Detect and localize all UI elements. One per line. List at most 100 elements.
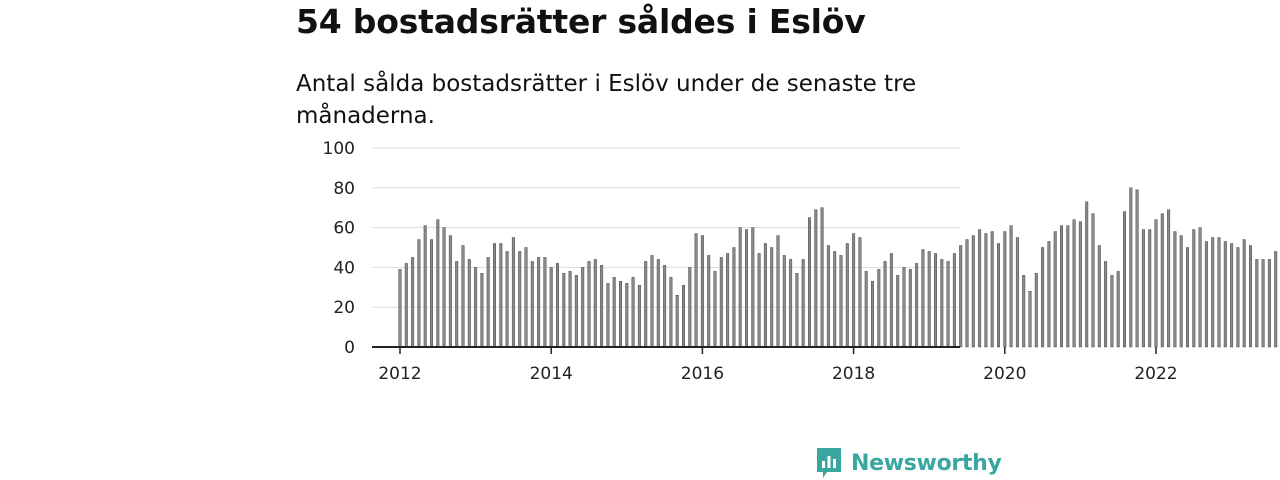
x-axis-ticks: 20122014201620182020202220242026 — [378, 347, 1178, 384]
bar — [499, 243, 503, 348]
bar — [574, 275, 578, 348]
bar — [845, 243, 849, 348]
bar — [398, 269, 402, 348]
bar — [732, 247, 736, 348]
bar — [839, 255, 843, 348]
bar — [1274, 251, 1278, 348]
bar — [883, 261, 887, 348]
page-title: 54 bostadsrätter såldes i Eslöv — [296, 2, 866, 41]
bar — [826, 245, 830, 348]
bar — [467, 259, 471, 348]
bar — [1217, 237, 1221, 348]
bar — [581, 267, 585, 348]
bar — [1015, 237, 1019, 348]
bar — [965, 239, 969, 348]
bar — [1236, 247, 1240, 348]
bar — [700, 235, 704, 348]
bar — [808, 217, 811, 348]
bar — [493, 243, 496, 348]
bar — [1167, 209, 1171, 348]
bar — [1242, 239, 1246, 348]
bar — [1028, 291, 1032, 348]
bar — [568, 271, 572, 348]
bar — [1041, 247, 1045, 348]
bar — [877, 269, 881, 348]
bar — [795, 273, 799, 348]
bar — [625, 283, 629, 348]
bar — [776, 235, 780, 348]
x-tick-label: 2022 — [1134, 364, 1177, 384]
bar — [556, 263, 559, 348]
bar — [801, 259, 805, 348]
bar — [694, 233, 698, 348]
bar — [1249, 245, 1252, 348]
bar — [612, 277, 616, 348]
bar — [543, 257, 547, 348]
bar — [1261, 259, 1265, 348]
bar — [1135, 189, 1139, 348]
bar — [738, 227, 742, 348]
bar — [1192, 229, 1196, 348]
bar — [952, 253, 956, 348]
bar — [1141, 229, 1145, 348]
bar — [833, 251, 837, 348]
bar — [537, 257, 541, 348]
bar — [436, 219, 440, 348]
bar — [549, 267, 553, 348]
y-tick-label: 40 — [333, 258, 355, 278]
y-tick-label: 100 — [323, 139, 355, 159]
bar — [1047, 241, 1051, 348]
bar — [455, 261, 459, 348]
bar — [442, 227, 446, 348]
bar — [745, 229, 748, 348]
bar — [820, 207, 824, 348]
bar — [719, 257, 723, 348]
bar — [1154, 219, 1158, 348]
bar — [946, 261, 950, 348]
bar — [1085, 201, 1089, 348]
y-axis-ticks: 0 20 40 60 80 100 — [323, 139, 355, 358]
bar — [984, 233, 988, 348]
bar — [423, 225, 427, 348]
bar — [1091, 213, 1095, 348]
x-tick-label: 2012 — [378, 364, 421, 384]
bar — [934, 253, 937, 348]
bar — [606, 283, 610, 348]
chart-subtitle: Antal sålda bostadsrätter i Eslöv under … — [296, 71, 917, 129]
bar — [417, 239, 421, 348]
bar — [631, 277, 635, 348]
bar — [486, 257, 490, 348]
bar — [505, 251, 509, 348]
bar — [1230, 243, 1234, 348]
bar — [411, 257, 415, 348]
bar — [940, 259, 944, 348]
bar — [656, 259, 660, 348]
bar — [713, 271, 717, 348]
bar — [530, 261, 534, 348]
bar — [902, 267, 906, 348]
bar — [1060, 225, 1063, 348]
bar — [1198, 227, 1202, 348]
bar — [1104, 261, 1108, 348]
bar — [637, 285, 641, 348]
bar — [511, 237, 515, 348]
bar — [1186, 247, 1189, 348]
bar — [1148, 229, 1152, 348]
bar — [1116, 271, 1120, 348]
x-tick-label: 2014 — [530, 364, 573, 384]
bar — [1267, 259, 1271, 348]
bar — [871, 281, 874, 348]
bar — [921, 249, 925, 348]
bar — [1211, 237, 1215, 348]
bar — [726, 253, 730, 348]
bar — [562, 273, 566, 348]
bar — [707, 255, 711, 348]
bar — [763, 243, 767, 348]
bar — [480, 273, 484, 348]
newsworthy-brand: Newsworthy — [815, 446, 1002, 480]
bar-series — [398, 187, 1278, 348]
bar — [1034, 273, 1038, 348]
bar — [757, 253, 761, 348]
bar — [864, 271, 868, 348]
bar — [782, 255, 786, 348]
